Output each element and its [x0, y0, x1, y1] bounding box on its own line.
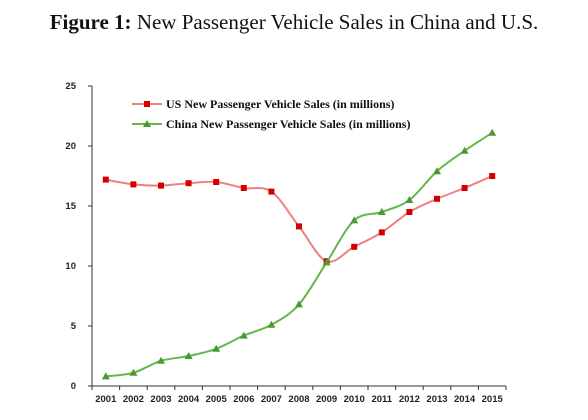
china-data-point: [322, 258, 331, 266]
china-data-point: [488, 128, 497, 136]
figure-title-text: New Passenger Vehicle Sales in China and…: [136, 10, 539, 34]
x-tick-label: 2006: [233, 394, 254, 405]
us-data-point: [130, 181, 137, 188]
us-data-point: [489, 173, 496, 179]
us-series-line: [105, 175, 493, 263]
china-data-point: [129, 368, 138, 376]
x-tick-label: 2004: [178, 394, 200, 405]
us-data-point: [434, 195, 440, 202]
us-data-point: [213, 179, 220, 185]
china-data-point: [377, 208, 386, 215]
us-data-point: [102, 176, 109, 183]
x-tick-label: 2002: [123, 394, 144, 405]
x-tick-label: 2001: [95, 394, 117, 405]
x-tick-label: 2003: [150, 394, 171, 405]
china-data-point: [212, 344, 221, 352]
x-tick-label: 2015: [482, 394, 504, 405]
us-data-point: [185, 180, 192, 187]
china-data-point: [101, 372, 110, 380]
x-tick-label: 2013: [426, 394, 447, 405]
x-tick-label: 2008: [288, 394, 309, 405]
x-tick-label: 2007: [261, 394, 282, 405]
china-data-point: [267, 320, 276, 328]
china-legend-marker: [143, 120, 151, 127]
y-tick-label: 5: [71, 321, 77, 332]
china-data-point: [157, 356, 165, 364]
us-data-point: [406, 209, 413, 215]
x-tick-label: 2005: [206, 394, 228, 405]
figure-title: Figure 1: New Passenger Vehicle Sales in…: [0, 10, 588, 35]
x-tick-label: 2009: [316, 394, 337, 405]
china-data-point: [350, 216, 359, 224]
us-data-point: [296, 223, 302, 230]
us-data-point: [461, 185, 468, 191]
china-data-point: [460, 146, 469, 154]
y-tick-label: 25: [65, 81, 76, 92]
figure-label: Figure 1:: [49, 10, 132, 34]
china-legend-label: China New Passenger Vehicle Sales (in mi…: [166, 117, 410, 131]
china-series-line: [105, 131, 493, 378]
x-tick-label: 2014: [454, 394, 476, 405]
us-legend-label: US New Passenger Vehicle Sales (in milli…: [166, 97, 394, 111]
x-tick-label: 2011: [371, 394, 392, 405]
y-tick-label: 0: [71, 381, 76, 392]
x-tick-label: 2012: [399, 394, 420, 405]
china-data-point: [405, 196, 414, 203]
china-data-point: [239, 331, 248, 339]
y-tick-label: 10: [65, 261, 76, 272]
y-tick-label: 15: [65, 201, 76, 212]
x-tick-label: 2010: [344, 394, 365, 405]
us-data-point: [158, 182, 164, 189]
china-data-point: [433, 167, 441, 175]
us-legend-marker: [144, 101, 150, 107]
us-data-point: [268, 188, 275, 195]
us-data-point: [351, 243, 358, 250]
china-data-point: [295, 300, 303, 308]
y-tick-label: 20: [65, 141, 76, 152]
us-data-point: [378, 229, 385, 236]
us-data-point: [240, 185, 247, 191]
china-data-point: [184, 352, 193, 359]
